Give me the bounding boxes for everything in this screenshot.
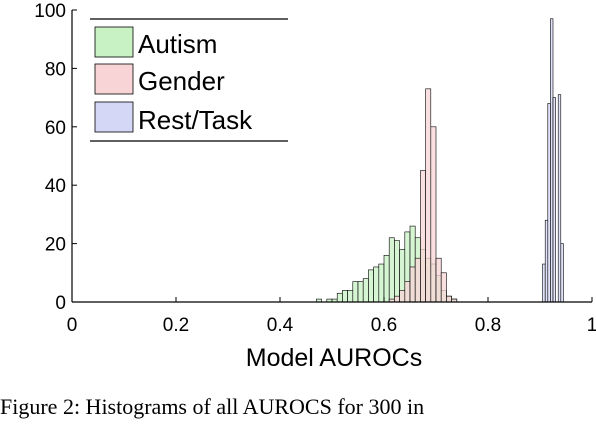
bar-autism-13 bbox=[388, 237, 395, 303]
bar-autism-4 bbox=[342, 290, 348, 303]
bar-rest-task-6 bbox=[560, 243, 564, 303]
y-tick-label-2: 40 bbox=[45, 176, 66, 197]
y-tick-label-1: 20 bbox=[45, 235, 66, 256]
y-tick-label-0: 0 bbox=[55, 293, 66, 314]
bar-autism-3 bbox=[336, 292, 343, 303]
bar-autism-14 bbox=[394, 240, 400, 303]
bar-rest-task-4 bbox=[552, 97, 556, 303]
legend-label-rest-task: Rest/Task bbox=[138, 105, 253, 135]
bar-autism-11 bbox=[378, 263, 385, 303]
y-tick-label-4: 80 bbox=[45, 59, 66, 80]
bar-autism-10 bbox=[373, 266, 380, 303]
legend: Autism Gender Rest/Task bbox=[90, 18, 288, 142]
bar-rest-task-3 bbox=[550, 18, 554, 303]
x-tick-label-0: 0 bbox=[67, 315, 78, 336]
legend-swatch-gender bbox=[94, 63, 134, 95]
bar-autism-8 bbox=[362, 278, 369, 303]
bar-rest-task-0 bbox=[542, 263, 546, 303]
bar-gender-11 bbox=[446, 295, 452, 303]
legend-label-gender: Gender bbox=[138, 66, 225, 96]
bar-autism-7 bbox=[357, 281, 364, 303]
legend-label-autism: Autism bbox=[138, 29, 217, 59]
bar-gender-7 bbox=[425, 88, 432, 303]
x-tick-label-5: 1 bbox=[587, 315, 596, 336]
bar-gender-10 bbox=[440, 272, 447, 303]
bar-gender-1 bbox=[394, 295, 400, 303]
bar-autism-9 bbox=[368, 269, 374, 303]
bar-rest-task-1 bbox=[544, 219, 549, 303]
y-tick-label-5: 100 bbox=[34, 1, 66, 22]
legend-swatch-rest-task bbox=[94, 101, 134, 133]
y-tick-label-3: 60 bbox=[45, 118, 66, 139]
bar-gender-8 bbox=[430, 126, 437, 303]
x-tick-label-3: 0.6 bbox=[371, 315, 397, 336]
bar-rest-task-5 bbox=[557, 94, 562, 303]
figure-caption: Figure 2: Histograms of all AUROCS for 3… bbox=[0, 394, 425, 419]
bar-gender-9 bbox=[435, 257, 442, 303]
bar-gender-4 bbox=[409, 266, 416, 303]
bar-gender-6 bbox=[420, 170, 426, 303]
x-tick-label-1: 0.2 bbox=[163, 315, 189, 336]
bar-rest-task-2 bbox=[547, 103, 551, 303]
bar-gender-5 bbox=[414, 257, 421, 303]
bar-gender-2 bbox=[399, 290, 406, 303]
x-tick-label-4: 0.8 bbox=[475, 315, 501, 336]
bar-autism-6 bbox=[352, 281, 359, 303]
x-tick-label-2: 0.4 bbox=[267, 315, 294, 336]
bar-autism-12 bbox=[383, 254, 390, 303]
bar-autism-5 bbox=[347, 290, 354, 303]
histogram-bars bbox=[316, 18, 564, 303]
legend-swatch-autism bbox=[94, 26, 134, 58]
bar-gender-3 bbox=[404, 281, 411, 303]
x-axis-title: Model AUROCs bbox=[246, 344, 422, 372]
axis-ticks: 0 0.2 0.4 0.6 0.8 1 0 20 40 60 80 100 bbox=[34, 1, 596, 336]
